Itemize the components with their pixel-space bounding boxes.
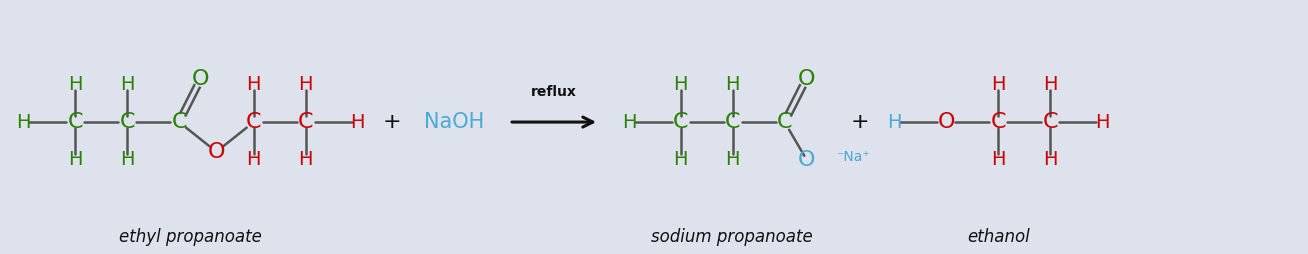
Text: C: C: [298, 112, 314, 132]
Text: H: H: [298, 150, 313, 169]
Text: C: C: [68, 112, 82, 132]
Text: ethyl propanoate: ethyl propanoate: [119, 228, 262, 246]
Text: NaOH: NaOH: [424, 112, 484, 132]
Text: O: O: [798, 150, 815, 170]
Text: H: H: [887, 113, 901, 132]
Text: H: H: [68, 75, 82, 94]
Text: C: C: [990, 112, 1006, 132]
Text: +: +: [383, 112, 402, 132]
Text: O: O: [192, 69, 209, 89]
Text: O: O: [938, 112, 955, 132]
Text: O: O: [798, 69, 815, 89]
Text: C: C: [1042, 112, 1058, 132]
Text: H: H: [351, 113, 365, 132]
Text: C: C: [119, 112, 135, 132]
Text: ethanol: ethanol: [967, 228, 1029, 246]
Text: H: H: [298, 75, 313, 94]
Text: H: H: [726, 150, 740, 169]
Text: H: H: [991, 150, 1006, 169]
Text: H: H: [621, 113, 636, 132]
Text: H: H: [674, 75, 688, 94]
Text: H: H: [120, 75, 135, 94]
Text: H: H: [1042, 75, 1057, 94]
Text: H: H: [246, 75, 262, 94]
Text: sodium propanoate: sodium propanoate: [651, 228, 812, 246]
Text: H: H: [68, 150, 82, 169]
Text: H: H: [674, 150, 688, 169]
Text: ⁻Na⁺: ⁻Na⁺: [837, 150, 870, 164]
Text: C: C: [246, 112, 262, 132]
Text: C: C: [725, 112, 740, 132]
Text: reflux: reflux: [531, 85, 577, 99]
Text: H: H: [991, 75, 1006, 94]
Text: H: H: [1095, 113, 1109, 132]
Text: H: H: [246, 150, 262, 169]
Text: H: H: [120, 150, 135, 169]
Text: H: H: [1042, 150, 1057, 169]
Text: C: C: [171, 112, 187, 132]
Text: +: +: [850, 112, 869, 132]
Text: C: C: [674, 112, 688, 132]
Text: H: H: [16, 113, 30, 132]
Text: C: C: [777, 112, 793, 132]
Text: O: O: [208, 142, 225, 162]
Text: H: H: [726, 75, 740, 94]
